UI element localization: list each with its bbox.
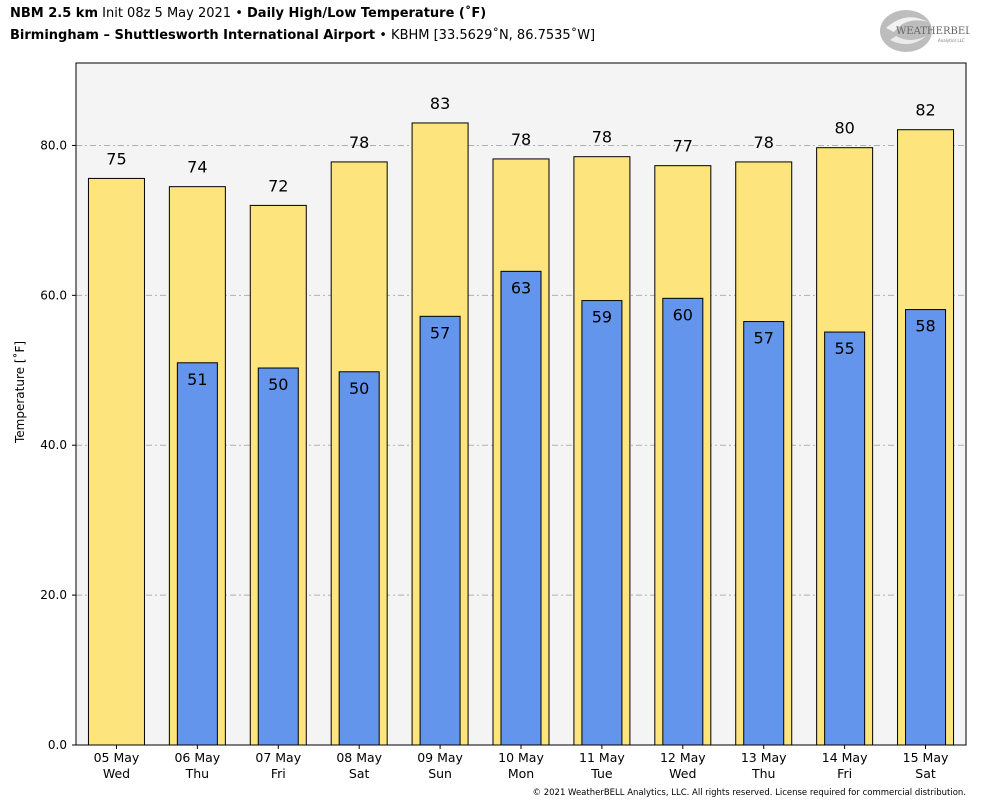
x-tick-date: 10 May bbox=[498, 750, 544, 765]
x-tick-day: Tue bbox=[590, 766, 613, 781]
y-axis-label: Temperature [˚F] bbox=[13, 340, 27, 443]
y-tick-label: 40.0 bbox=[40, 438, 67, 452]
x-tick-date: 05 May bbox=[94, 750, 140, 765]
x-tick-date: 08 May bbox=[336, 750, 382, 765]
chart-title-line-1: NBM 2.5 km Init 08z 5 May 2021 • Daily H… bbox=[10, 6, 486, 21]
low-value-label: 57 bbox=[754, 329, 774, 348]
y-tick-label: 20.0 bbox=[40, 588, 67, 602]
high-value-label: 82 bbox=[915, 101, 935, 120]
high-value-label: 78 bbox=[349, 133, 369, 152]
x-tick-date: 06 May bbox=[174, 750, 220, 765]
low-value-label: 50 bbox=[268, 375, 288, 394]
y-tick-label: 60.0 bbox=[40, 288, 67, 302]
x-tick-date: 11 May bbox=[579, 750, 625, 765]
x-tick-day: Thu bbox=[751, 766, 775, 781]
y-tick-label: 80.0 bbox=[40, 138, 67, 152]
x-tick-date: 15 May bbox=[903, 750, 949, 765]
low-bar bbox=[581, 300, 623, 746]
station-info: KBHM [33.5629˚N, 86.7535˚W] bbox=[391, 28, 596, 43]
high-value-label: 78 bbox=[754, 133, 774, 152]
high-value-label: 74 bbox=[187, 158, 207, 177]
low-value-label: 55 bbox=[834, 339, 854, 358]
product-name: Daily High/Low Temperature (˚F) bbox=[247, 6, 487, 21]
x-tick-day: Sat bbox=[915, 766, 936, 781]
x-tick-date: 12 May bbox=[660, 750, 706, 765]
high-value-label: 80 bbox=[834, 119, 854, 138]
logo-text: WEATHERBELL bbox=[896, 26, 970, 37]
low-bar bbox=[662, 297, 704, 746]
low-value-label: 59 bbox=[592, 308, 612, 327]
low-value-label: 60 bbox=[673, 305, 693, 324]
x-tick-day: Fri bbox=[271, 766, 286, 781]
low-value-label: 63 bbox=[511, 278, 531, 297]
x-tick-day: Mon bbox=[508, 766, 534, 781]
low-value-label: 57 bbox=[430, 323, 450, 342]
x-tick-day: Wed bbox=[669, 766, 696, 781]
high-value-label: 78 bbox=[592, 128, 612, 147]
copyright-notice: © 2021 WeatherBELL Analytics, LLC. All r… bbox=[532, 788, 966, 798]
model-name: NBM 2.5 km bbox=[10, 6, 98, 21]
low-bar bbox=[905, 309, 947, 746]
high-value-label: 78 bbox=[511, 130, 531, 149]
bars bbox=[87, 122, 955, 746]
logo-subtext: Analytics LLC bbox=[938, 38, 965, 43]
x-tick-date: 09 May bbox=[417, 750, 463, 765]
low-bar bbox=[419, 315, 461, 746]
low-value-label: 50 bbox=[349, 379, 369, 398]
x-tick-date: 13 May bbox=[741, 750, 787, 765]
x-tick-day: Fri bbox=[837, 766, 852, 781]
x-tick-date: 07 May bbox=[255, 750, 301, 765]
x-tick-day: Sun bbox=[428, 766, 452, 781]
low-bar bbox=[500, 270, 542, 746]
low-value-label: 51 bbox=[187, 370, 207, 389]
title-separator-2: • bbox=[379, 28, 387, 43]
chart-title-line-2: Birmingham – Shuttlesworth International… bbox=[10, 28, 595, 43]
low-bar bbox=[824, 331, 866, 746]
location-name: Birmingham – Shuttlesworth International… bbox=[10, 28, 376, 43]
high-value-label: 72 bbox=[268, 176, 288, 195]
x-tick-day: Sat bbox=[349, 766, 370, 781]
title-separator: • bbox=[235, 6, 243, 21]
low-bar bbox=[257, 367, 299, 746]
init-time: Init 08z 5 May 2021 bbox=[102, 6, 232, 21]
high-value-label: 77 bbox=[673, 137, 693, 156]
x-tick-day: Wed bbox=[103, 766, 130, 781]
low-bar bbox=[176, 362, 218, 746]
x-tick-day: Thu bbox=[185, 766, 209, 781]
weatherbell-logo: WEATHERBELL Analytics LLC bbox=[880, 10, 970, 52]
x-tick-date: 14 May bbox=[822, 750, 868, 765]
high-value-label: 83 bbox=[430, 94, 450, 113]
low-bar bbox=[338, 371, 380, 746]
low-value-label: 58 bbox=[915, 317, 935, 336]
low-bar bbox=[743, 321, 785, 746]
bar-labels: 75 74 51 72 50 78 50 83 57 78 63 78 59 77 60 78 57 80 55 82… bbox=[106, 94, 935, 398]
high-bar bbox=[87, 177, 145, 746]
high-value-label: 75 bbox=[106, 149, 126, 168]
y-tick-label: 0.0 bbox=[48, 738, 67, 752]
